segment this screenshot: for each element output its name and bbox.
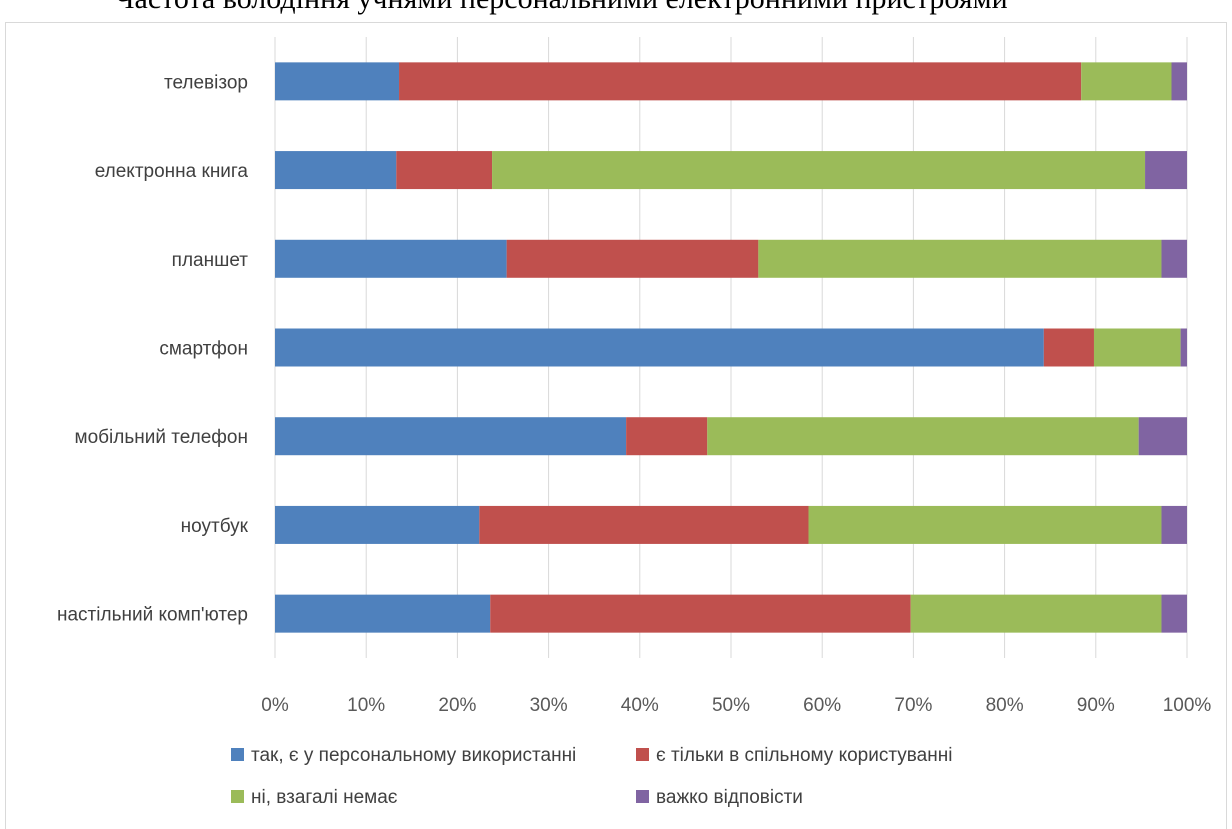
- legend-label: є тільки в спільному користуванні: [656, 745, 952, 766]
- bar-segment: [275, 62, 400, 101]
- chart-frame: [5, 22, 1227, 829]
- x-tick-label: 40%: [621, 695, 659, 716]
- category-label: смартфон: [159, 339, 248, 360]
- bar-segment: [275, 594, 491, 633]
- legend-swatch: [636, 790, 649, 803]
- bar-segment: [275, 505, 480, 544]
- bar-segment: [275, 417, 627, 456]
- bar-segment: [396, 151, 493, 190]
- bar-segment: [808, 505, 1162, 544]
- bar-segment: [492, 151, 1146, 190]
- bar-segment: [479, 505, 809, 544]
- x-tick-label: 50%: [712, 695, 750, 716]
- bar-segment: [275, 151, 397, 190]
- x-tick-label: 10%: [347, 695, 385, 716]
- bar-segment: [626, 417, 708, 456]
- x-tick-label: 30%: [530, 695, 568, 716]
- bar-segment: [1043, 328, 1094, 367]
- legend-label: так, є у персональному використанні: [251, 745, 576, 766]
- legend-swatch: [636, 748, 649, 761]
- bar-segment: [758, 239, 1162, 278]
- bar-segment: [1138, 417, 1187, 456]
- bar-segment: [275, 239, 507, 278]
- bar-segment: [1145, 151, 1187, 190]
- x-tick-label: 80%: [986, 695, 1024, 716]
- legend-label: ні, взагалі немає: [251, 787, 398, 808]
- category-label: електронна книга: [95, 161, 249, 182]
- bar-segment: [399, 62, 1082, 101]
- category-label: телевізор: [164, 72, 248, 93]
- x-tick-label: 70%: [894, 695, 932, 716]
- legend-swatch: [231, 790, 244, 803]
- x-tick-label: 0%: [261, 695, 289, 716]
- bar-segment: [1180, 328, 1187, 367]
- chart-title: Частота володіння учнями персональними е…: [0, 0, 1232, 16]
- x-tick-label: 20%: [438, 695, 476, 716]
- x-tick-label: 60%: [803, 695, 841, 716]
- x-tick-label: 100%: [1163, 695, 1212, 716]
- bar-segment: [1171, 62, 1187, 101]
- bar-segment: [506, 239, 759, 278]
- bar-segment: [707, 417, 1139, 456]
- bar-segment: [910, 594, 1162, 633]
- bar-segment: [275, 328, 1044, 367]
- bar-segment: [1161, 594, 1187, 633]
- bar-segment: [1093, 328, 1181, 367]
- bar-segment: [1081, 62, 1172, 101]
- legend-swatch: [231, 748, 244, 761]
- category-label: планшет: [172, 250, 249, 271]
- x-tick-label: 90%: [1077, 695, 1115, 716]
- category-label: мобільний телефон: [75, 427, 249, 448]
- category-label: настільний комп'ютер: [57, 605, 248, 626]
- bar-segment: [490, 594, 911, 633]
- bar-segment: [1161, 239, 1187, 278]
- bar-segment: [1161, 505, 1187, 544]
- legend-label: важко відповісти: [656, 787, 803, 808]
- category-label: ноутбук: [181, 516, 249, 537]
